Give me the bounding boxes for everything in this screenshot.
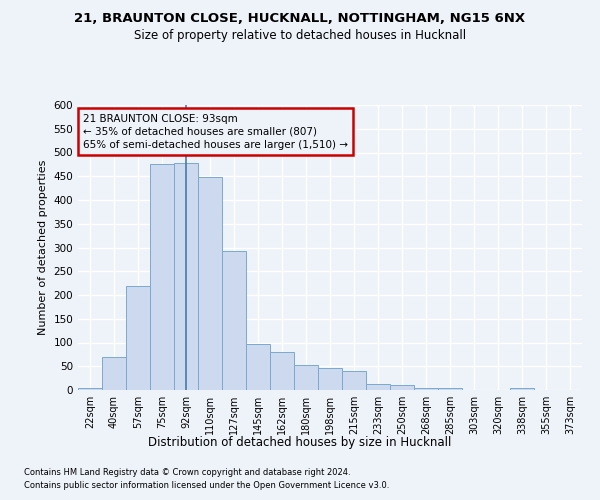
Bar (390, 385, 414, 390)
Text: 21, BRAUNTON CLOSE, HUCKNALL, NOTTINGHAM, NG15 6NX: 21, BRAUNTON CLOSE, HUCKNALL, NOTTINGHAM… (74, 12, 526, 26)
Bar (318, 368, 342, 390)
Bar (174, 163, 198, 390)
Bar (270, 352, 294, 390)
Text: Contains public sector information licensed under the Open Government Licence v3: Contains public sector information licen… (24, 480, 389, 490)
Bar (198, 176, 222, 390)
Text: Distribution of detached houses by size in Hucknall: Distribution of detached houses by size … (148, 436, 452, 449)
Bar (294, 365, 318, 390)
Bar (414, 388, 438, 390)
Bar (438, 388, 462, 390)
Bar (222, 251, 246, 390)
Text: Size of property relative to detached houses in Hucknall: Size of property relative to detached ho… (134, 29, 466, 42)
Bar (78, 388, 102, 390)
Bar (150, 164, 174, 390)
Text: 21 BRAUNTON CLOSE: 93sqm
← 35% of detached houses are smaller (807)
65% of semi-: 21 BRAUNTON CLOSE: 93sqm ← 35% of detach… (83, 114, 348, 150)
Text: Contains HM Land Registry data © Crown copyright and database right 2024.: Contains HM Land Registry data © Crown c… (24, 468, 350, 477)
Bar (246, 344, 270, 390)
Bar (342, 371, 366, 390)
Bar (126, 286, 150, 390)
Y-axis label: Number of detached properties: Number of detached properties (38, 160, 48, 335)
Bar (366, 384, 390, 390)
Bar (510, 388, 534, 390)
Bar (102, 357, 126, 390)
